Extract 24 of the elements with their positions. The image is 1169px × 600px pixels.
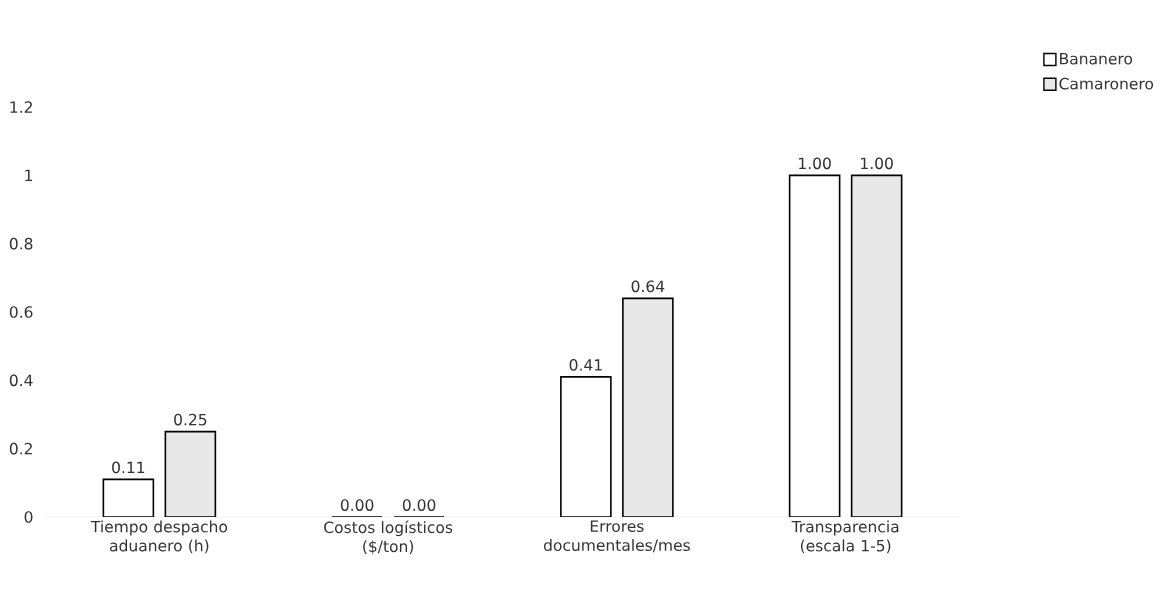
y-tick-label: 1 <box>25 169 33 181</box>
data-label: 1.00 <box>861 157 893 170</box>
bar <box>164 430 217 517</box>
data-label: 1.00 <box>799 157 831 170</box>
y-tick-label: 0 <box>24 511 33 523</box>
data-label: 0.00 <box>340 499 374 511</box>
bar <box>622 297 674 517</box>
data-label: 0.41 <box>569 359 602 371</box>
y-tick-label: 1.2 <box>10 101 32 113</box>
data-label: 0.64 <box>631 280 665 293</box>
y-tick-label: 0.4 <box>9 374 33 387</box>
y-tick-label: 0.6 <box>9 306 33 318</box>
x-tick-label: Errores documentales/mes <box>543 520 690 553</box>
text: Bananero <box>1060 53 1133 65</box>
data-label: 0.25 <box>174 413 207 426</box>
data-label: 0.00 <box>402 499 436 511</box>
x-tick-label: Transparencia (escala 1-5) <box>791 520 899 554</box>
x-tick-label: Costos logísticos ($/ton) <box>324 520 453 555</box>
data-label: 0.11 <box>112 461 145 474</box>
y-tick-label: 0.2 <box>9 442 32 455</box>
legend-label: Camaronero <box>1059 77 1154 90</box>
y-tick-label: 0.8 <box>9 237 33 250</box>
bar <box>850 174 903 517</box>
x-tick-label: Tiempo despacho aduanero (h) <box>90 520 228 554</box>
